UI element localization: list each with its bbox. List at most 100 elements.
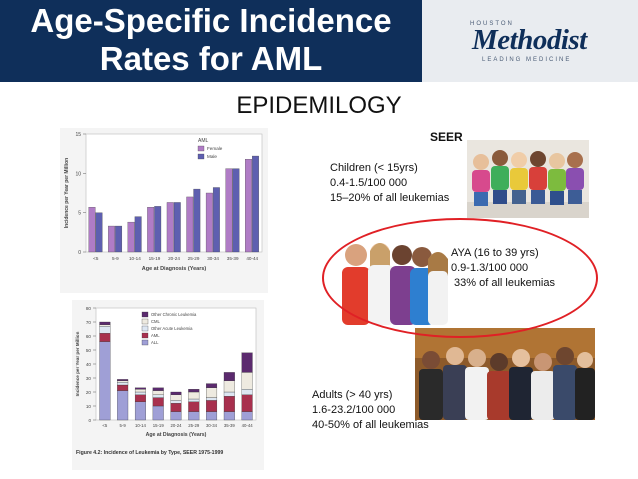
chart2-legend-swatch [141, 311, 149, 318]
children-info: Children (< 15yrs) 0.4-1.5/100 000 15–20… [330, 161, 449, 206]
chart2-bar-segment [188, 391, 200, 400]
chart1-bar [115, 225, 123, 253]
chart2-ytick-label: 70 [86, 320, 92, 325]
chart1-xtick-label: 5-9 [112, 256, 119, 261]
logo-tagline: LEADING MEDICINE [482, 57, 572, 63]
slide-title: Age-Specific Incidence Rates for AML [0, 2, 422, 78]
chart2-xtick-label: 15-19 [153, 423, 165, 428]
chart2-bar-segment [99, 326, 111, 334]
chart2-bar-segment [152, 397, 164, 407]
adults-photo [415, 328, 595, 420]
chart2-bar-segment [188, 389, 200, 393]
chart2-bar-segment [117, 379, 129, 381]
chart2-legend-label: AML [151, 333, 160, 338]
chart2-legend-swatch [141, 339, 149, 346]
chart1-legend-swatch [197, 145, 205, 152]
chart2-ytick-label: 40 [86, 362, 92, 367]
adults-age: Adults (> 40 yrs) [312, 389, 393, 401]
chart1-legend-title: AML [198, 138, 209, 144]
chart2-bar-segment [170, 403, 182, 412]
chart1-xtick-label: 15-19 [149, 256, 161, 261]
children-photo-illustration [467, 140, 589, 218]
section-title: EPIDEMILOGY [236, 92, 402, 119]
chart2-ytick-label: 0 [88, 418, 91, 423]
chart1-bar [147, 207, 155, 253]
chart2-bar-segment [241, 352, 253, 373]
chart2-bar-segment [206, 411, 218, 421]
title-line-2: Rates for AML [99, 40, 323, 77]
chart2-ytick-label: 50 [86, 348, 92, 353]
chart2-bar-segment [152, 394, 164, 398]
chart1-xtick-label: <5 [93, 256, 99, 261]
chart1-bar [205, 192, 213, 253]
aya-age: AYA (16 to 39 yrs) [451, 247, 539, 259]
chart2-bar-segment [223, 372, 235, 381]
chart2-bar-segment [117, 384, 129, 391]
chart1-bar [252, 155, 259, 253]
chart2-bar-segment [99, 321, 111, 325]
chart2-bar-segment [223, 411, 235, 421]
chart1-legend-label: Male [207, 154, 217, 159]
chart2-bar-segment [170, 394, 182, 401]
chart1-ytick-label: 0 [78, 250, 81, 256]
chart2-bar-segment [241, 389, 253, 395]
chart1-ytick-label: 5 [78, 211, 81, 217]
chart1-bar [127, 221, 135, 253]
chart1-ytick-label: 15 [75, 132, 81, 138]
chart1-xtick-label: 25-29 [188, 256, 200, 261]
seer-label: SEER [430, 130, 463, 144]
leukemia-type-chart: 0 10 20 30 40 50 60 70 80 <5 5-9 10-14 15-19 20-24 25-… [72, 300, 264, 470]
chart2-legend-swatch [141, 325, 149, 332]
chart2-xtick-label: 25-29 [188, 423, 200, 428]
logo-name: Methodist [472, 24, 587, 56]
chart1-bar [173, 202, 181, 253]
chart1-bar [166, 202, 174, 253]
chart2-xtick-label: 40-44 [242, 423, 254, 428]
leukemia-type-figure: 0 10 20 30 40 50 60 70 80 <5 5-9 10-14 15-19 20-24 25-… [72, 300, 264, 470]
adults-share: 40-50% of all leukemias [312, 419, 429, 431]
chart1-xtick-label: 40-44 [246, 256, 258, 261]
aya-info: AYA (16 to 39 yrs) 0.9-1.3/100 000 33% o… [451, 246, 555, 291]
chart2-bar-segment [99, 341, 111, 421]
chart1-xtick-label: 30-34 [207, 256, 219, 261]
chart2-bar-segment [99, 333, 111, 342]
chart2-xtick-label: <5 [102, 423, 108, 428]
chart2-ytick-label: 80 [86, 306, 92, 311]
chart1-bar [154, 206, 162, 253]
chart2-bar-segment [241, 411, 253, 421]
chart2-bar-segment [223, 380, 235, 393]
chart2-bar-segment [99, 324, 111, 327]
chart2-bar-segment [188, 398, 200, 402]
adults-photo-illustration [415, 328, 595, 420]
chart1-xtick-label: 20-24 [168, 256, 180, 261]
chart1-xlabel: Age at Diagnosis (Years) [142, 266, 207, 272]
chart1-bar [95, 212, 103, 253]
chart2-ytick-label: 20 [86, 390, 92, 395]
chart2-legend-label: Other Chronic Leukemia [151, 312, 197, 317]
chart2-bar-segment [206, 400, 218, 412]
aml-incidence-chart: 0 5 10 15 <5 5-9 10-14 15-19 20-24 25-29 30-34 35-3… [60, 128, 268, 293]
chart2-caption: Figure 4.2: Incidence of Leukemia by Typ… [76, 450, 223, 456]
chart2-bar-segment [188, 411, 200, 421]
title-line-1: Age-Specific Incidence [30, 2, 392, 39]
chart2-bar-segment [152, 387, 164, 391]
adults-info: Adults (> 40 yrs) 1.6-23.2/100 000 40-50… [312, 388, 429, 433]
chart2-xtick-label: 30-34 [206, 423, 218, 428]
adults-rate: 1.6-23.2/100 000 [312, 404, 396, 416]
chart2-bar-segment [117, 390, 129, 421]
chart2-bar-segment [117, 380, 129, 383]
chart2-legend-label: Other Acute Leukemia [151, 326, 193, 331]
chart2-bar-segment [223, 391, 235, 397]
chart1-legend-swatch [197, 153, 205, 160]
chart1-xtick-label: 35-39 [227, 256, 239, 261]
chart2-bar-segment [170, 391, 182, 395]
chart1-bar [212, 187, 220, 253]
chart2-bar-segment [206, 387, 218, 398]
chart2-bar-segment [152, 405, 164, 421]
chart2-xtick-label: 5-9 [120, 423, 127, 428]
chart2-bar-segment [188, 401, 200, 412]
chart2-bar-segment [241, 394, 253, 412]
chart2-bar-segment [134, 401, 146, 421]
chart2-ytick-label: 60 [86, 334, 92, 339]
chart2-ytick-label: 10 [86, 404, 92, 409]
